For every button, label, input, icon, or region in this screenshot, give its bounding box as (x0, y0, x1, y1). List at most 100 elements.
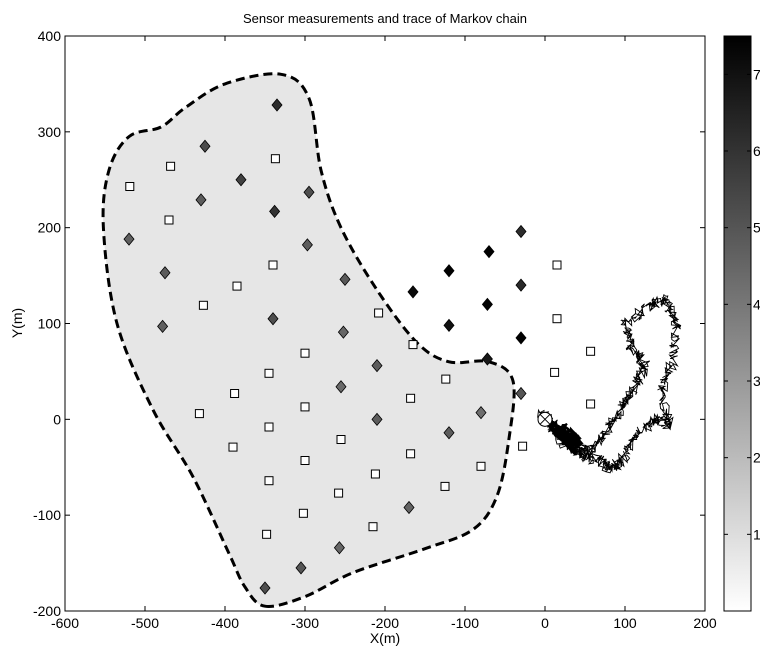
chain-dense-cluster (547, 417, 584, 457)
diamond-sensor-marker (259, 581, 271, 595)
square-sensor-marker (406, 393, 416, 403)
square-sensor-marker (300, 402, 310, 412)
square-sensor-marker (552, 314, 562, 324)
diamond-sensor-marker (235, 173, 247, 187)
square-sensor-marker (370, 469, 380, 479)
square-sensor-marker (586, 399, 596, 409)
square-sensor-marker (374, 308, 384, 318)
diamond-sensor-marker (443, 426, 455, 440)
diamond-sensor-marker (481, 297, 493, 311)
square-sensor-marker (300, 348, 310, 358)
diamond-sensor-marker (157, 319, 169, 333)
diamond-sensor-marker (475, 406, 487, 420)
diamond-sensor-marker (515, 224, 527, 239)
y-tick-label: 100 (38, 316, 62, 332)
diamond-sensor-marker (335, 380, 347, 394)
colorbar-tick-label: 3 (753, 373, 760, 389)
true-source-cross (539, 413, 551, 425)
y-tick-label: -100 (33, 507, 61, 523)
x-tick-label: -500 (131, 615, 159, 631)
square-sensor-marker (194, 409, 204, 419)
colorbar-tick-label: 2 (753, 450, 760, 466)
diamond-sensor-marker (301, 238, 313, 252)
y-axis-label: Y(m) (9, 308, 25, 338)
diamond-sensor-marker (371, 359, 383, 373)
colorbar-tick-label: 6 (753, 143, 760, 159)
x-tick-label: -100 (451, 615, 479, 631)
square-sensor-marker (518, 441, 528, 451)
square-sensor-marker (164, 215, 174, 225)
markov-chain-trace (537, 293, 682, 474)
diamond-sensor-marker (481, 352, 493, 366)
square-sensor-marker (198, 300, 208, 310)
x-axis: -600 -500 -400 -300 -200 -100 0 100 200 (51, 36, 717, 631)
diamond-sensor-marker (443, 264, 455, 278)
square-sensor-marker (270, 154, 280, 164)
diamond-sensor-marker (159, 266, 171, 280)
diamond-sensor-marker (371, 412, 383, 426)
chart-title: Sensor measurements and trace of Markov … (243, 11, 527, 26)
plot-area: -600 -500 -400 -300 -200 -100 0 100 200 -200 -100… (33, 28, 717, 631)
diamond-sensor-marker (483, 245, 495, 259)
y-axis: -200 -100 0 100 200 300 400 (33, 28, 705, 619)
diamond-sensor-marker (403, 500, 415, 515)
square-sensor-marker (300, 456, 310, 465)
square-sensor-marker (334, 488, 344, 498)
x-tick-label: -400 (211, 615, 239, 631)
x-tick-label: 100 (613, 615, 637, 631)
y-tick-label: 300 (38, 124, 62, 140)
square-sensor-marker (264, 476, 274, 486)
colorbar-tick-label: 7 (753, 66, 760, 82)
square-sensors (125, 154, 596, 539)
colorbar: 1 2 3 4 5 6 7 (723, 35, 760, 612)
y-tick-label: -200 (33, 603, 61, 619)
square-sensor-marker (552, 260, 562, 270)
colorbar-gradient (723, 35, 752, 612)
diamond-sensors (123, 98, 527, 595)
diamond-sensor-marker (333, 541, 345, 555)
diamond-sensor-marker (515, 278, 527, 292)
diamond-sensor-marker (269, 204, 281, 218)
diamond-sensor-marker (407, 285, 419, 299)
diamond-sensor-marker (271, 98, 283, 112)
square-sensor-marker (476, 461, 486, 471)
square-sensor-marker (550, 367, 560, 377)
diamond-sensor-marker (195, 193, 207, 207)
square-sensor-marker (368, 522, 378, 532)
square-sensor-marker (408, 340, 418, 350)
square-sensor-marker (406, 449, 416, 459)
square-sensor-marker (264, 422, 274, 432)
square-sensor-marker (166, 161, 176, 171)
y-tick-label: 0 (53, 411, 61, 427)
y-tick-label: 400 (38, 28, 62, 44)
x-tick-label: -600 (51, 615, 79, 631)
square-sensor-marker (262, 529, 272, 539)
square-sensor-marker (228, 442, 238, 452)
source-marker-layer (537, 411, 553, 427)
diamond-sensor-marker (339, 272, 351, 287)
diamond-sensor-marker (267, 312, 279, 326)
square-sensor-marker (230, 389, 240, 398)
x-tick-label: -300 (291, 615, 319, 631)
square-sensor-marker (264, 368, 274, 378)
x-axis-label: X(m) (370, 630, 400, 646)
diamond-sensor-marker (443, 318, 455, 333)
x-tick-label: 0 (541, 615, 549, 631)
square-sensor-marker (586, 346, 596, 356)
square-sensor-marker (440, 481, 450, 491)
square-sensor-marker (232, 281, 242, 291)
square-sensor-marker (268, 260, 278, 270)
diamond-sensor-marker (199, 139, 211, 153)
square-sensor-marker (441, 374, 451, 384)
x-tick-label: 200 (693, 615, 717, 631)
square-sensor-marker (336, 435, 346, 444)
colorbar-tick-label: 4 (753, 296, 760, 312)
diamond-sensor-marker (515, 331, 527, 345)
diamond-sensor-marker (303, 185, 315, 199)
colorbar-ticks: 1 2 3 4 5 6 7 (724, 66, 760, 542)
square-sensor-marker (298, 508, 308, 518)
diamond-sensor-marker (337, 325, 349, 339)
region-boundary (101, 72, 516, 608)
diamond-sensor-marker (123, 232, 135, 246)
square-sensor-marker (125, 182, 135, 191)
